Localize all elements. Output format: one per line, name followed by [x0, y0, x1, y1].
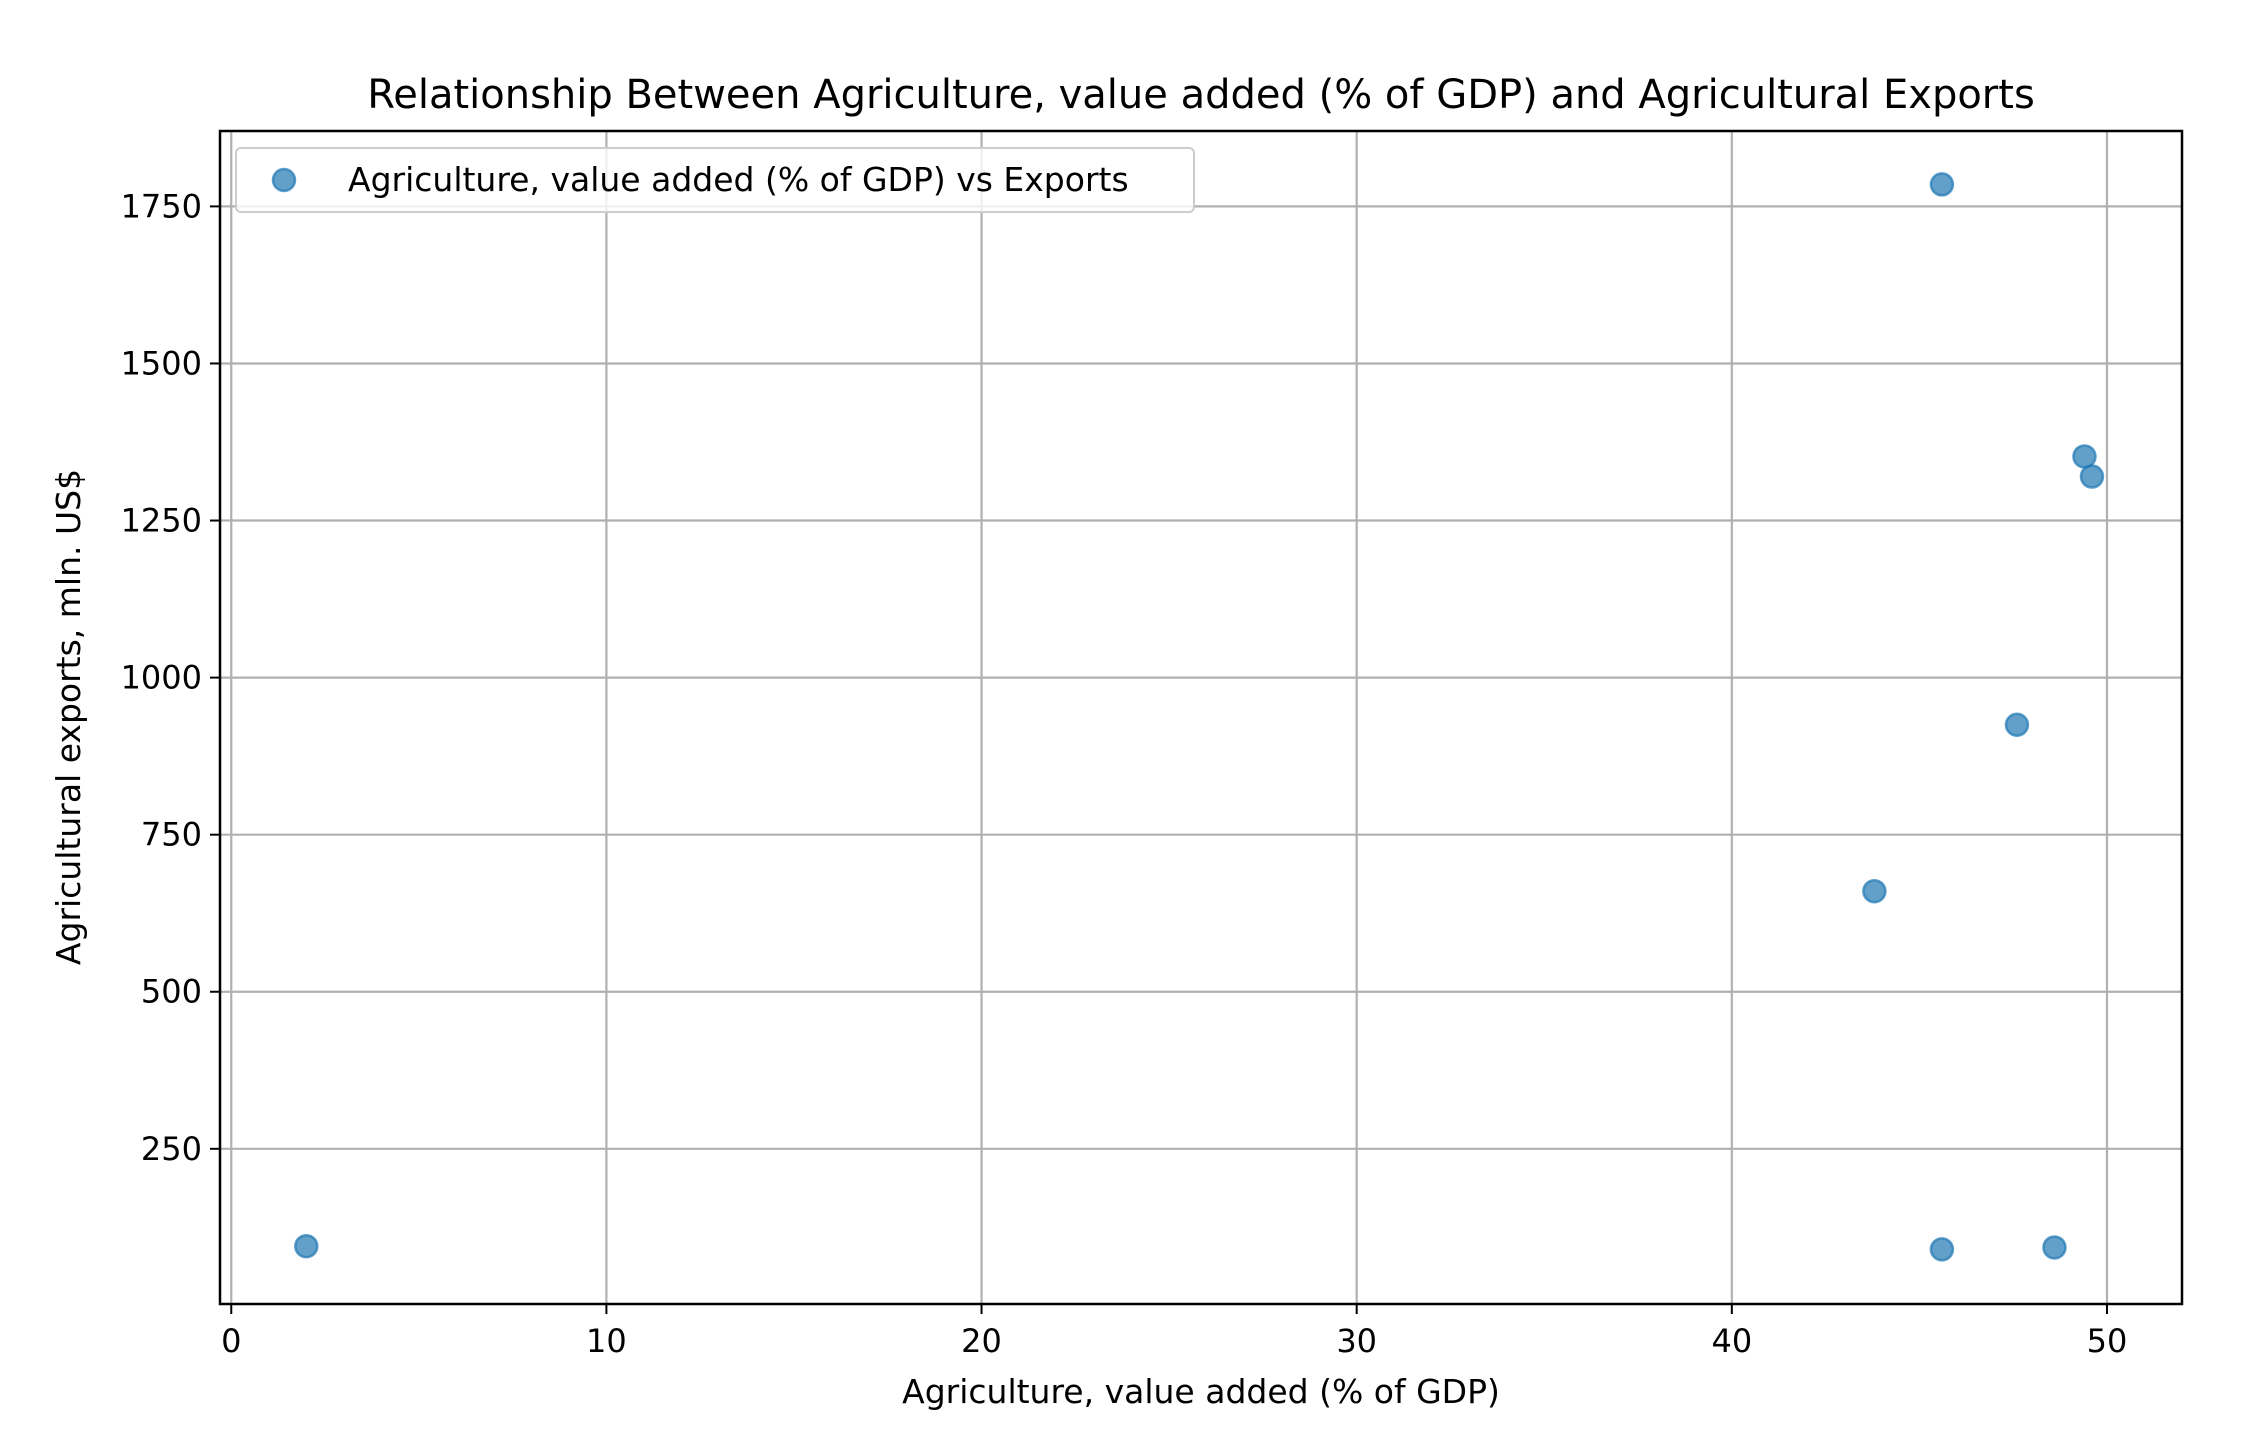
data-point: [2004, 712, 2030, 737]
data-point: [2072, 444, 2097, 469]
data-point: [2079, 464, 2105, 489]
legend-label: Agriculture, value added (% of GDP) vs E…: [348, 160, 1129, 199]
x-tick-label: 0: [221, 1322, 241, 1360]
axis-ticks: 0 10 20 30 40 50 250 500 750 1000 1250 1500 1750: [121, 187, 2128, 1360]
plot-area-frame: [218, 129, 2184, 1306]
x-tick-label: 40: [1711, 1322, 1752, 1360]
legend-box: [235, 147, 1195, 213]
chart-title: Relationship Between Agriculture, value …: [367, 72, 2035, 118]
y-tick-label: 1000: [121, 659, 202, 697]
data-point: [2042, 1235, 2067, 1260]
grid-lines: [220, 131, 2182, 1304]
data-point: [1929, 1237, 1955, 1262]
x-tick-label: 10: [586, 1322, 627, 1360]
x-tick-label: 50: [2087, 1322, 2128, 1360]
y-tick-label: 1250: [121, 502, 202, 540]
x-axis-label: Agriculture, value added (% of GDP): [902, 1372, 1500, 1411]
y-tick-label: 500: [141, 973, 202, 1011]
x-tick-label: 30: [1336, 1322, 1377, 1360]
legend-marker: [271, 167, 297, 193]
y-tick-label: 750: [141, 816, 202, 854]
data-points: [294, 172, 2105, 1262]
x-tick-label: 20: [961, 1322, 1002, 1360]
y-tick-label: 250: [141, 1130, 202, 1168]
y-tick-label: 1500: [121, 344, 202, 382]
data-point: [1929, 172, 1955, 197]
y-axis-label: Agricultural exports, mln. US$: [49, 469, 88, 965]
data-point: [294, 1233, 319, 1259]
data-point: [1862, 878, 1887, 904]
legend: Agriculture, value added (% of GDP) vs E…: [235, 147, 1195, 213]
y-tick-label: 1750: [121, 187, 202, 225]
